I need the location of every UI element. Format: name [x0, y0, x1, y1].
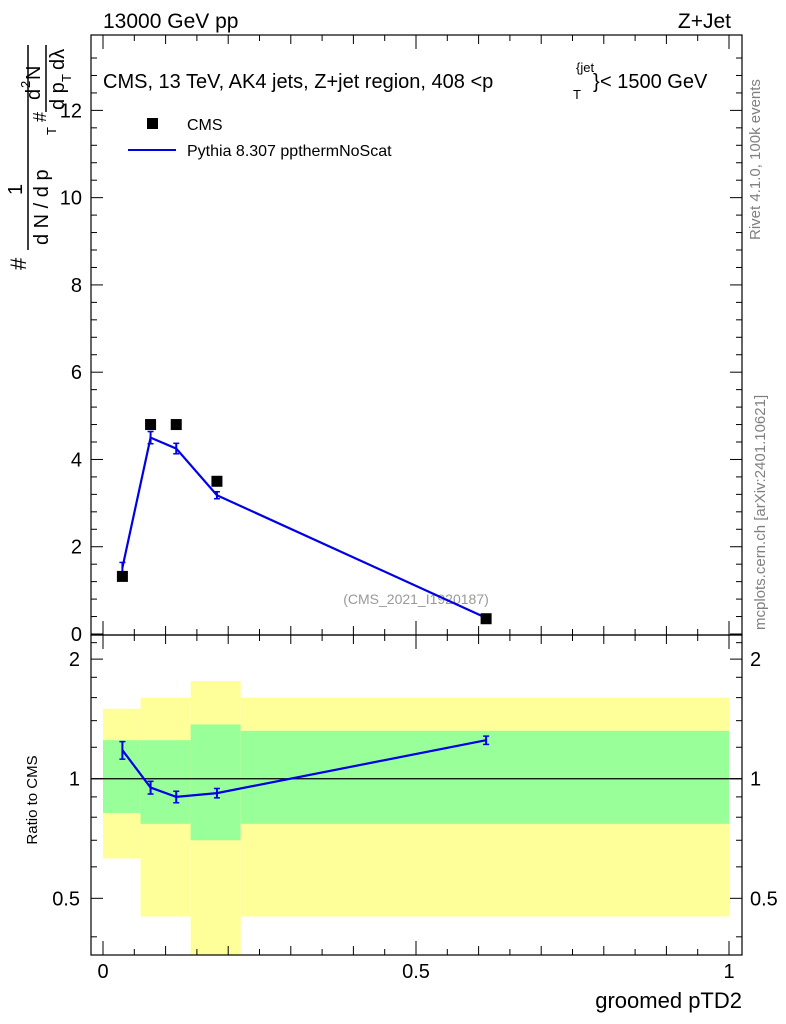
ratio-y-tick-label-right: 0.5 [750, 888, 778, 910]
main-y-tick-label: 8 [71, 275, 82, 297]
main-title: CMS, 13 TeV, AK4 jets, Z+jet region, 408… [103, 60, 708, 102]
header-process-label: Z+Jet [678, 10, 731, 33]
x-tick-label: 0.5 [402, 961, 430, 983]
ylabel-d2n-two: 2 [18, 81, 33, 88]
ratio-y-tick-label-left: 0.5 [52, 888, 80, 910]
ylabel-dn-dpt: d N / d p [31, 169, 53, 245]
analysis-watermark: (CMS_2021_I1920187) [343, 591, 489, 607]
ratio-inner-band-bin [190, 724, 241, 841]
ylabel-t-sub-1: T [44, 127, 59, 135]
title-prefix: CMS, 13 TeV, AK4 jets, Z+jet region, 408… [103, 71, 493, 93]
main-x-axis-ticks [102, 35, 730, 635]
title-subscript-t: T [573, 87, 581, 102]
ratio-y-tick-label-right: 1 [750, 769, 761, 791]
legend: CMS Pythia 8.307 ppthermNoScat [128, 117, 392, 160]
ylabel-dpt: d p [47, 82, 69, 110]
cms-data-point [170, 419, 182, 431]
x-tick-label: 1 [723, 961, 734, 983]
main-y-tick-label: 10 [60, 188, 82, 210]
ratio-y-axis: 0.5 0.5 1 1 2 2 [52, 642, 778, 938]
ylabel-hash-2: # [30, 112, 50, 122]
ylabel-d2n-n: N [23, 66, 45, 80]
main-y-tick-label: 4 [71, 449, 82, 471]
main-y-tick-label: 2 [71, 537, 82, 559]
ratio-inner-band-bin [240, 730, 729, 824]
main-y-tick-label: 0 [71, 624, 82, 646]
ratio-y-axis-label: Ratio to CMS [24, 755, 41, 844]
main-series-layer [116, 419, 492, 625]
main-y-axis-label: # 1 d N / d p T # d 2 N d p T dλ [5, 45, 74, 270]
rivet-version-label: Rivet 4.1.0, 100k events [747, 79, 764, 240]
title-brace-close: } [593, 71, 600, 93]
x-tick-label: 0 [97, 961, 108, 983]
legend-label-cms: CMS [187, 117, 223, 134]
cms-data-point [480, 613, 492, 625]
ratio-frame [90, 634, 743, 956]
title-prefix-text: CMS, 13 TeV, AK4 jets, Z+jet region, 408… [103, 71, 493, 93]
legend-label-pythia: Pythia 8.307 ppthermNoScat [187, 143, 392, 160]
main-y-axis: 0 2 4 6 8 10 12 [60, 57, 742, 646]
cms-data-point [145, 419, 157, 431]
ratio-uncertainty-bands [103, 681, 729, 955]
ratio-panel: 0.5 0.51 12 2 0 0.5 1 Ratio to CMS groomed pT… [24, 634, 778, 1013]
main-y-tick-label: 6 [71, 362, 82, 384]
ratio-series-layer [119, 735, 490, 804]
ratio-y-tick-label-left: 2 [69, 649, 80, 671]
ratio-y-tick-label-right: 2 [750, 649, 761, 671]
ylabel-d2n-d: d [23, 89, 45, 100]
mcplots-label: mcplots.cern.ch [arXiv:2401.10621] [752, 395, 769, 630]
title-suffix: < 1500 GeV [600, 71, 708, 93]
x-axis-label: groomed pTD2 [595, 988, 742, 1013]
header-energy-label: 13000 GeV pp [103, 10, 238, 33]
cms-data-point [116, 570, 128, 582]
main-y-tick-label: 12 [60, 100, 82, 122]
ylabel-t-sub-2: T [59, 74, 74, 82]
ylabel-dlambda: dλ [47, 49, 69, 70]
cms-data-point [211, 475, 223, 487]
ratio-y-tick-label-left: 1 [69, 769, 80, 791]
ylabel-one: 1 [5, 184, 27, 195]
ratio-x-axis: 0 0.5 1 [97, 635, 735, 983]
ylabel-hash-1: # [6, 257, 31, 270]
legend-marker-cms [147, 118, 158, 129]
title-superscript-jet: {jet [576, 60, 594, 75]
